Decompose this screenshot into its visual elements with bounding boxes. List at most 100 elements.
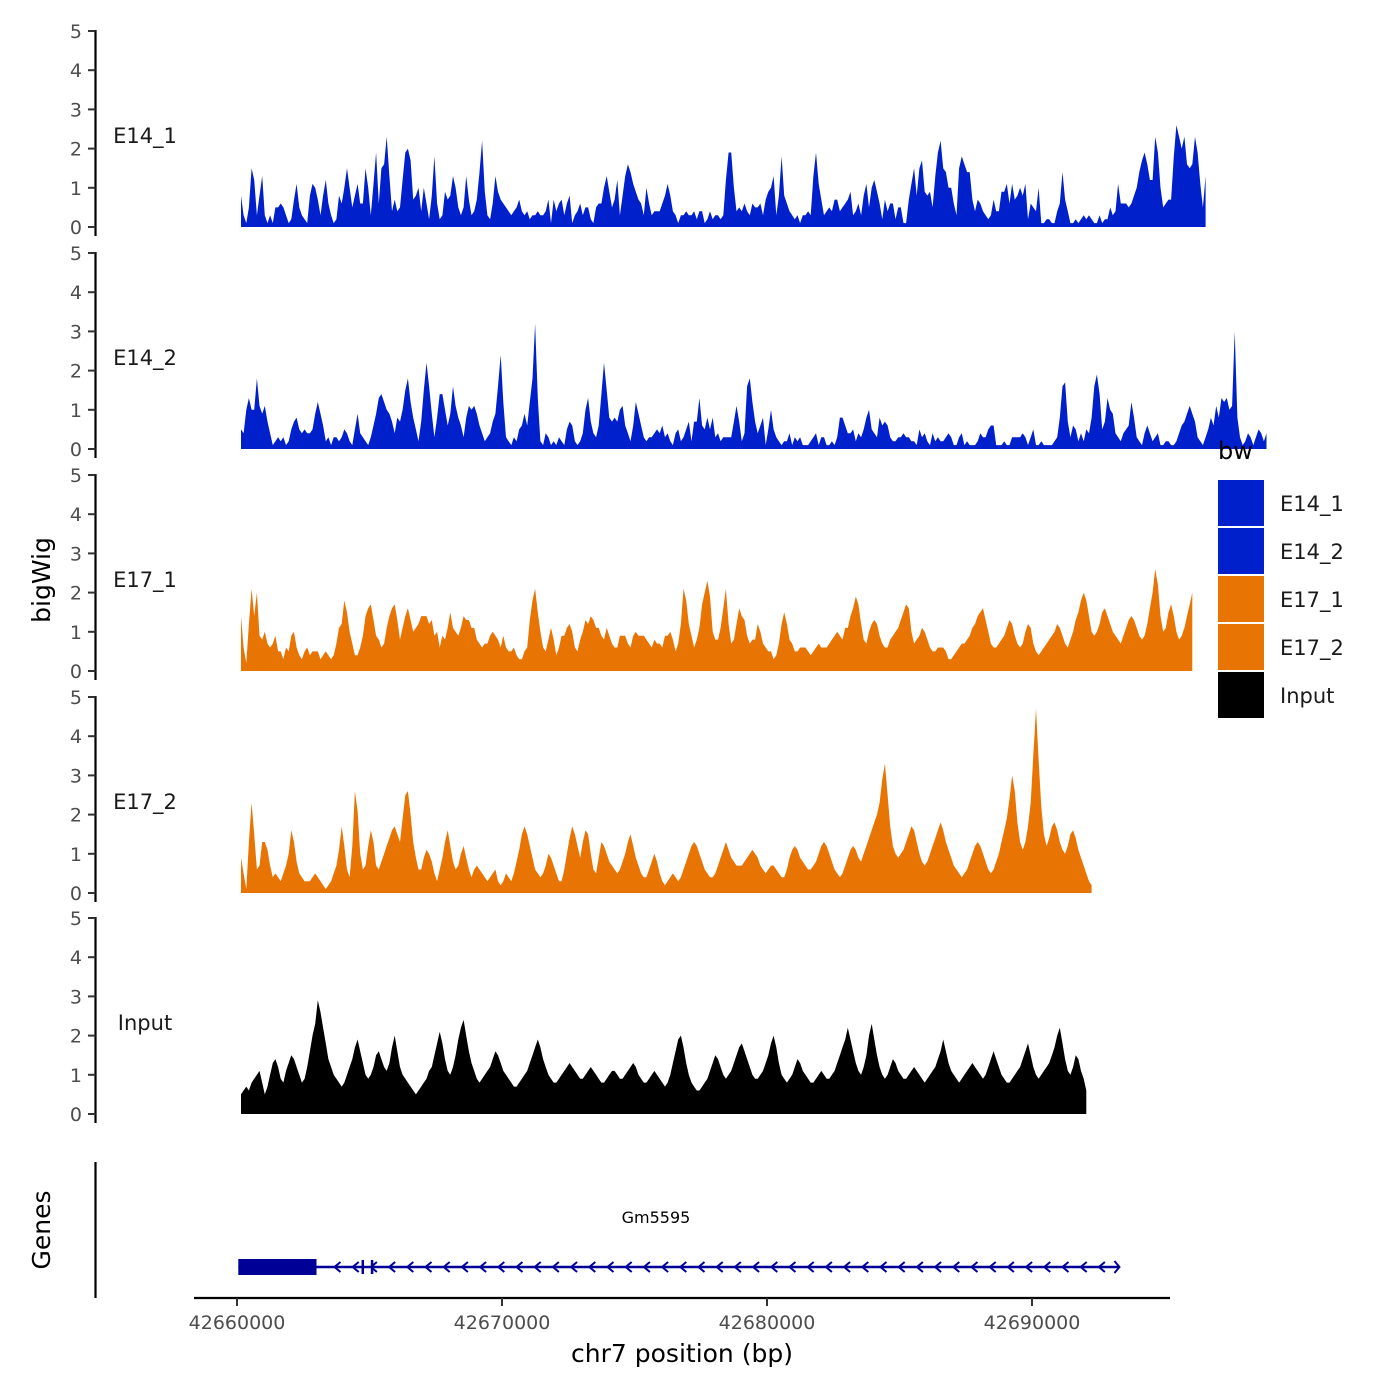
strand-arrow <box>897 1261 906 1273</box>
y-tick-label: 4 <box>70 60 82 82</box>
gene-panel-title: Genes <box>27 1190 56 1269</box>
strand-arrow <box>951 1261 960 1273</box>
track-e17-1: 0 1 2 3 4 5 E17_1 <box>70 465 1193 683</box>
y-tick-label: 4 <box>70 726 82 748</box>
strand-arrow <box>842 1261 851 1273</box>
y-tick-label: 5 <box>70 243 82 265</box>
y-tick-label: 0 <box>70 439 82 461</box>
legend-swatch <box>1218 624 1264 670</box>
y-tick-label: 1 <box>70 1065 82 1087</box>
strand-arrow <box>405 1261 414 1273</box>
strand-arrow <box>442 1261 451 1273</box>
y-tick-label: 3 <box>70 321 82 343</box>
strand-arrow <box>1042 1261 1051 1273</box>
y-tick-label: 3 <box>70 543 82 565</box>
legend-item: E14_2 <box>1218 528 1344 574</box>
y-tick-label: 1 <box>70 178 82 200</box>
legend: bw E14_1 E14_2 E17_1 E17_2 Input <box>1218 437 1344 718</box>
y-tick-label: 3 <box>70 986 82 1008</box>
legend-label: E14_1 <box>1280 492 1344 517</box>
y-tick-label: 4 <box>70 947 82 969</box>
track-label: E17_2 <box>113 790 177 815</box>
strand-arrow <box>605 1261 615 1273</box>
gene-panel: Genes Gm5595 <box>27 1162 1121 1298</box>
x-tick-label: 42680000 <box>719 1312 816 1334</box>
gene-model: Gm5595 <box>238 1208 1121 1275</box>
track-label: Input <box>118 1011 172 1035</box>
legend-swatch <box>1218 528 1264 574</box>
legend-item: E17_1 <box>1218 576 1344 622</box>
y-tick-label: 3 <box>70 99 82 121</box>
legend-label: E17_1 <box>1280 588 1344 613</box>
strand-arrow <box>824 1261 833 1273</box>
strand-arrow <box>1024 1261 1033 1273</box>
track-e17-2: 0 1 2 3 4 5 E17_2 <box>70 687 1092 905</box>
strand-arrow <box>933 1261 942 1273</box>
strand-arrow <box>387 1261 396 1273</box>
y-tick-label: 0 <box>70 883 82 905</box>
strand-arrow <box>460 1261 469 1273</box>
y-tick-label: 0 <box>70 661 82 683</box>
y-tick-label: 1 <box>70 622 82 644</box>
coverage-area-e14-1 <box>241 125 1206 227</box>
track-label: E17_1 <box>113 568 177 593</box>
strand-arrow <box>478 1261 487 1273</box>
y-tick-label: 1 <box>70 844 82 866</box>
strand-arrow <box>1006 1261 1015 1273</box>
strand-arrow <box>551 1261 560 1273</box>
track-e14-1: 0 1 2 3 4 5 E14_1 <box>70 21 1206 239</box>
y-tick-label: 0 <box>70 1104 82 1126</box>
y-axis-title-group: bigWig <box>27 537 56 623</box>
y-tick-label: 2 <box>70 1026 82 1048</box>
x-axis-ticks: 42660000 42670000 42680000 42690000 <box>189 1298 1081 1334</box>
x-tick-label: 42670000 <box>454 1312 551 1334</box>
y-tick-label: 4 <box>70 504 82 526</box>
strand-arrow <box>587 1261 596 1273</box>
coverage-area-e17-2 <box>241 708 1092 893</box>
y-tick-label: 5 <box>70 465 82 487</box>
gene-exon <box>238 1259 317 1275</box>
legend-title: bw <box>1218 437 1253 465</box>
strand-arrow <box>915 1261 924 1273</box>
coverage-area-e17-1 <box>241 569 1193 671</box>
y-tick-label: 5 <box>70 21 82 43</box>
x-tick-label: 42690000 <box>984 1312 1081 1334</box>
strand-arrow <box>514 1261 524 1273</box>
strand-arrow <box>660 1261 669 1273</box>
gene-exon <box>361 1260 365 1274</box>
strand-arrow <box>715 1261 724 1273</box>
legend-swatch <box>1218 480 1264 526</box>
strand-arrow <box>696 1261 706 1273</box>
strand-arrow <box>496 1261 505 1273</box>
strand-arrow <box>569 1261 578 1273</box>
track-label: E14_1 <box>113 124 177 149</box>
strand-arrow <box>969 1261 979 1273</box>
legend-item: E14_1 <box>1218 480 1344 526</box>
strand-arrow <box>1079 1261 1088 1273</box>
strand-arrow <box>1060 1261 1070 1273</box>
x-axis-title: chr7 position (bp) <box>571 1339 793 1368</box>
legend-item: E17_2 <box>1218 624 1344 670</box>
track-label: E14_2 <box>113 346 177 371</box>
strand-arrow <box>751 1261 760 1273</box>
legend-label: Input <box>1280 684 1334 708</box>
strand-arrow <box>642 1261 651 1273</box>
strand-arrow <box>533 1261 542 1273</box>
strand-arrow <box>678 1261 687 1273</box>
strand-arrow <box>860 1261 869 1273</box>
y-tick-label: 3 <box>70 765 82 787</box>
y-tick-label: 5 <box>70 908 82 930</box>
coverage-area-e14-2 <box>241 323 1267 449</box>
gene-end-cap <box>1113 1260 1121 1274</box>
strand-arrow <box>733 1261 742 1273</box>
strand-arrow <box>369 1261 378 1273</box>
coverage-area-input <box>241 1000 1087 1114</box>
y-tick-label: 2 <box>70 583 82 605</box>
strand-arrow <box>624 1261 633 1273</box>
legend-swatch <box>1218 576 1264 622</box>
track-e14-2: 0 1 2 3 4 5 E14_2 <box>70 243 1267 461</box>
legend-item: Input <box>1218 672 1334 718</box>
strand-arrow <box>988 1261 997 1273</box>
legend-items: E14_1 E14_2 E17_1 E17_2 Input <box>1218 480 1344 718</box>
